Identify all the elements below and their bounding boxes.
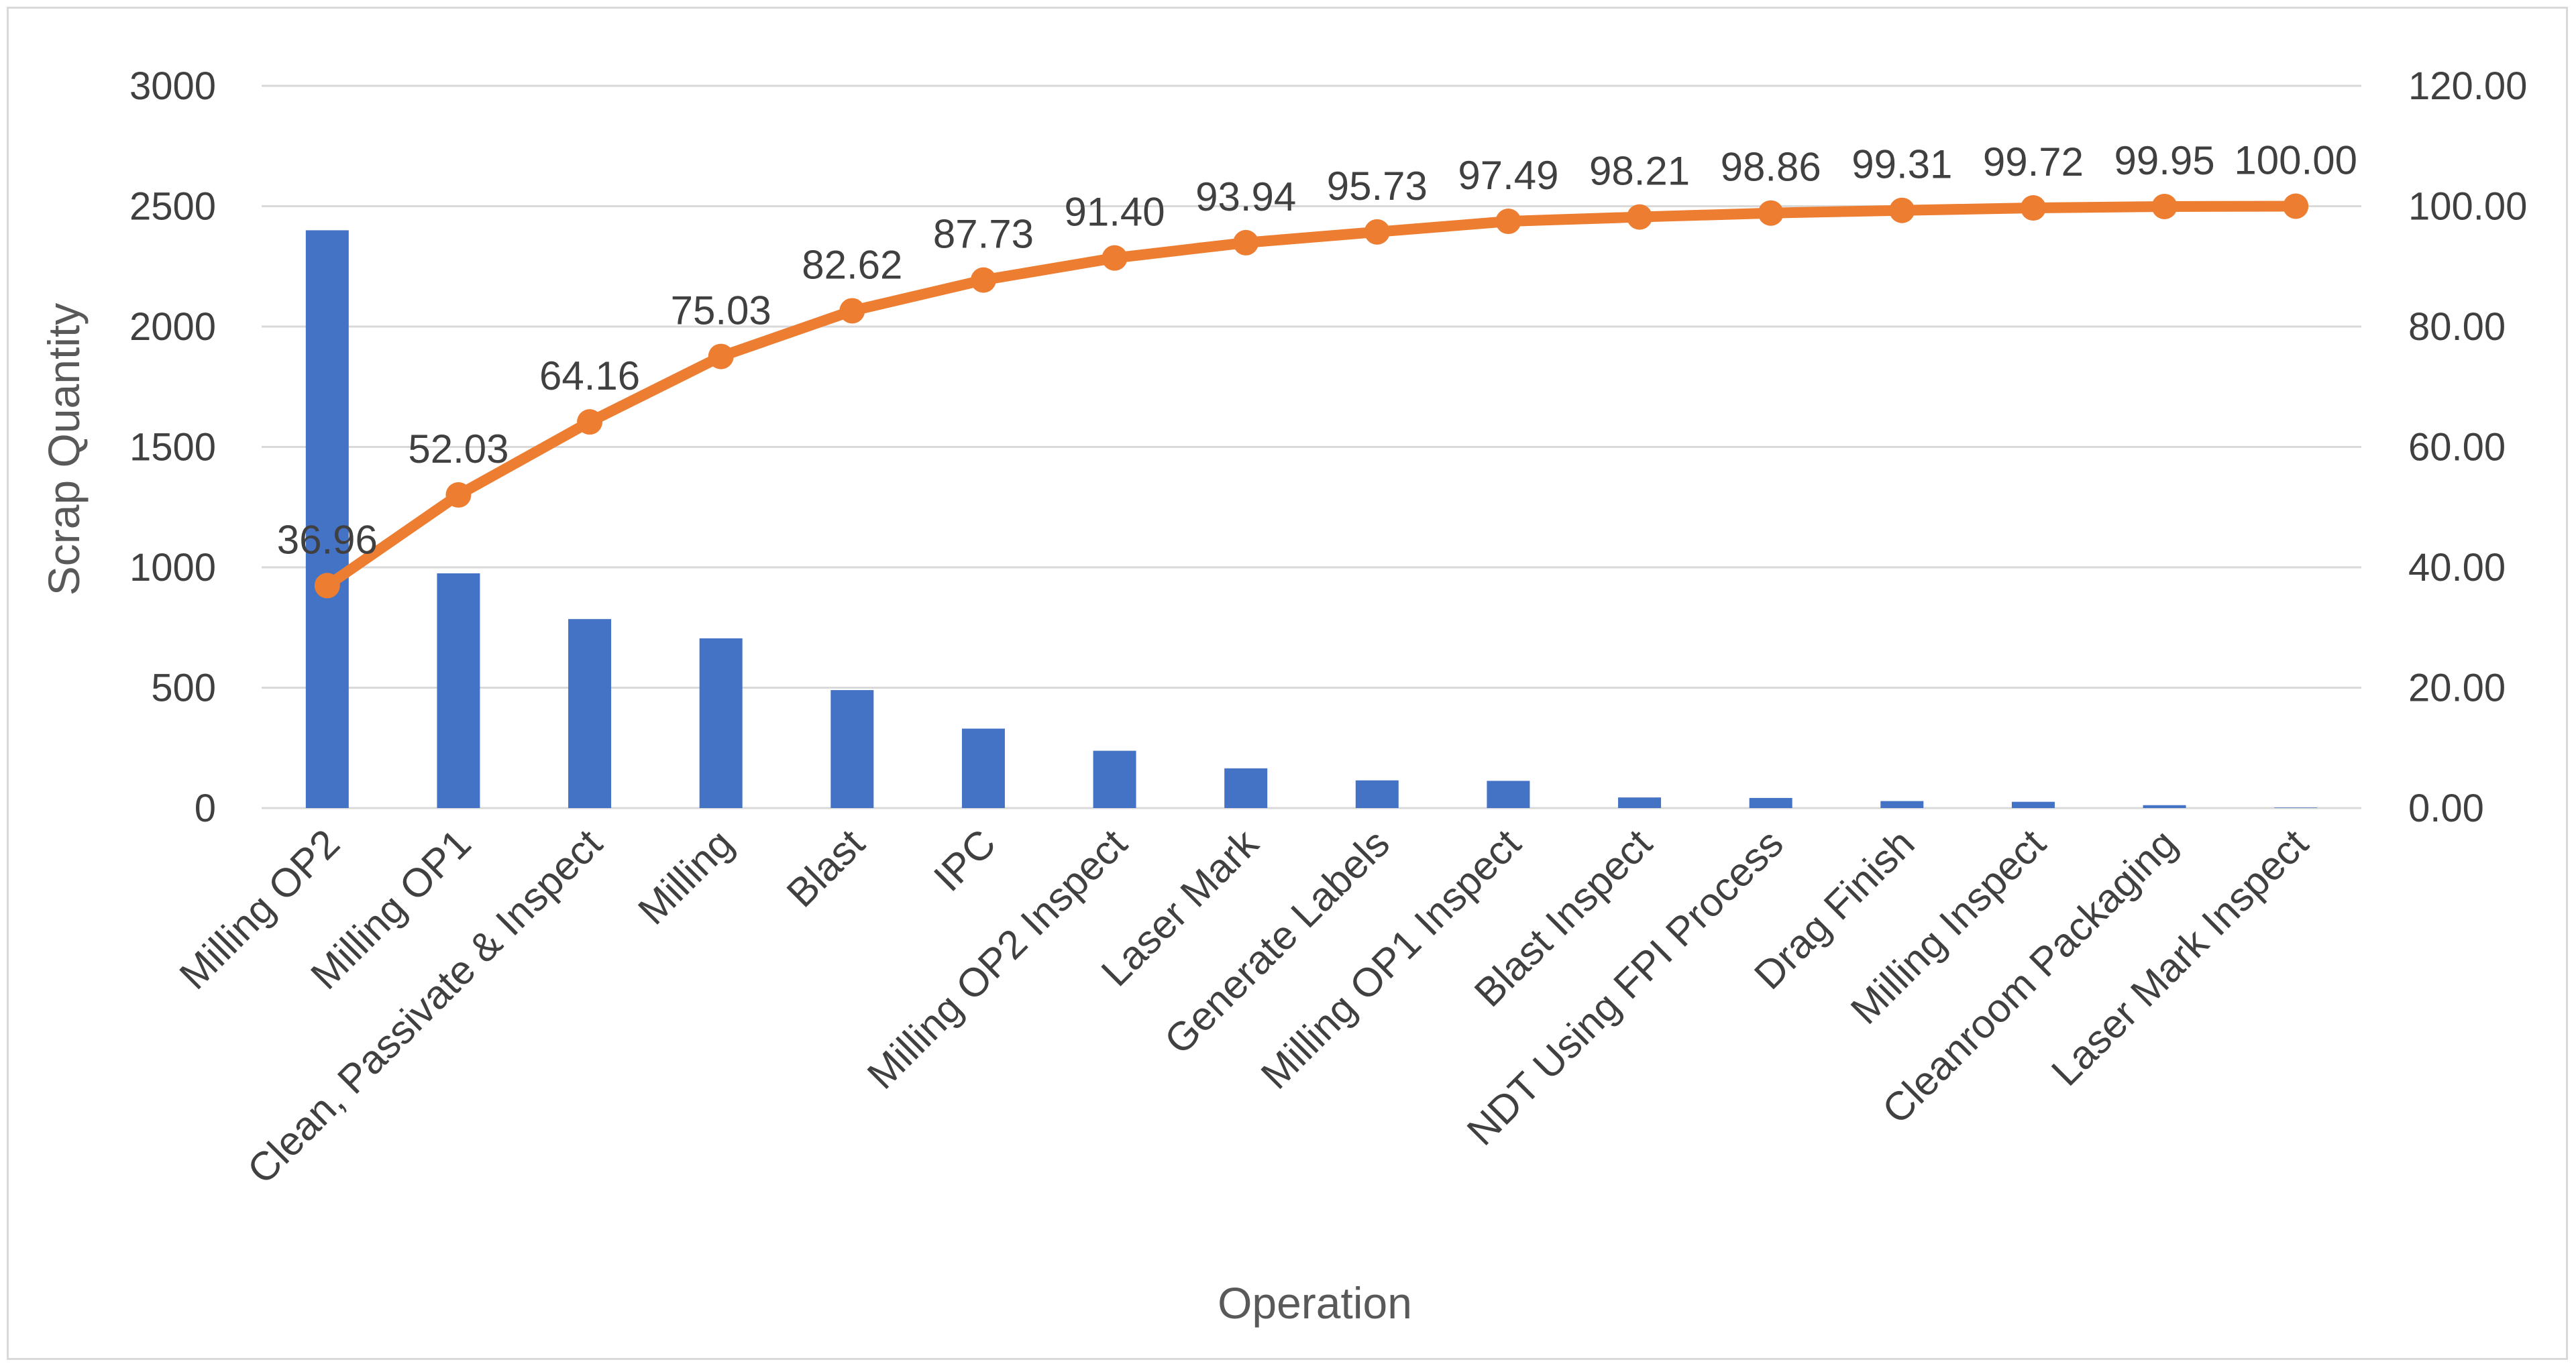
y-tick-label: 500 [151,667,216,710]
line-point [577,409,603,435]
bar [2011,801,2055,808]
category-label: Generate Labels [1156,821,1398,1063]
y2-tick-label: 60.00 [2408,426,2506,469]
bar [305,230,349,808]
category-label: Laser Mark Inspect [2043,821,2316,1094]
y-tick-label: 3000 [129,64,216,108]
bar [2274,807,2318,808]
category-label: IPC [925,821,1004,900]
cumulative-line-series [314,193,2309,599]
y2-tick-label: 0.00 [2408,787,2484,830]
data-label: 36.96 [277,517,378,562]
y2-tick-label: 100.00 [2408,185,2527,229]
y-tick-label: 2000 [129,305,216,349]
data-label: 98.86 [1721,145,1821,190]
data-labels: 36.96 52.03 64.16 75.03 82.62 87.73 91.40 93.94… [277,138,2357,563]
data-label: 91.40 [1064,190,1165,235]
line-point [1758,200,1784,226]
line-point [445,482,472,508]
bar [568,619,612,808]
data-label: 64.16 [539,353,640,398]
line-point [2151,193,2178,219]
y2-tick-label: 80.00 [2408,305,2506,349]
bar [1880,801,1924,808]
data-label: 99.72 [1983,139,2084,184]
left-axis-ticks: 0 500 1000 1500 2000 2500 3000 [129,64,216,830]
data-label: 98.21 [1589,149,1690,194]
right-axis-ticks: 0.00 20.00 40.00 60.00 80.00 100.00 120.00 [2408,64,2527,830]
y-tick-label: 2500 [129,185,216,229]
bar [1618,797,1662,808]
category-label: Milling OP2 Inspect [859,821,1136,1098]
category-label: Blast [778,821,873,916]
data-label: 99.31 [1851,142,1952,187]
y2-tick-label: 20.00 [2408,667,2506,710]
data-label: 82.62 [802,242,902,287]
data-label: 52.03 [408,426,508,471]
line-point [708,343,734,369]
y2-tick-label: 120.00 [2408,64,2527,108]
bar-series [305,230,2318,808]
y-tick-label: 0 [195,787,216,830]
bar [830,690,874,808]
category-label: Milling [629,821,742,933]
y2-tick-label: 40.00 [2408,546,2506,589]
data-label: 97.49 [1458,153,1558,198]
data-label: 87.73 [933,212,1034,257]
y-tick-label: 1500 [129,426,216,469]
bar [699,638,743,808]
bar [437,573,480,808]
data-label: 99.95 [2114,138,2214,183]
y-tick-label: 1000 [129,546,216,589]
y-axis-title: Scrap Quantity [39,303,89,596]
line-point [1233,229,1259,255]
line-point [1364,219,1390,245]
line-point [1102,245,1128,271]
bar [2143,805,2186,808]
x-axis-title: Operation [1218,1278,1412,1328]
bar [1224,768,1268,808]
bar [961,728,1005,808]
bar [1355,780,1399,808]
line-point [1627,204,1653,230]
data-label: 100.00 [2234,138,2357,183]
line-point [314,573,340,599]
line-point [1889,197,1915,223]
bar [1093,750,1136,808]
cumulative-line [321,201,2302,591]
bar [1487,781,1530,808]
line-point [970,267,996,293]
bar [1749,797,1792,808]
chart-frame [7,7,2568,1360]
data-label: 75.03 [671,288,771,333]
line-point [2283,193,2309,219]
data-label: 93.94 [1195,174,1296,219]
line-point [839,298,865,324]
data-label: 95.73 [1327,164,1428,209]
line-point [2020,195,2046,221]
category-label: Milling OP1 Inspect [1252,821,1529,1098]
line-point [1495,209,1521,235]
